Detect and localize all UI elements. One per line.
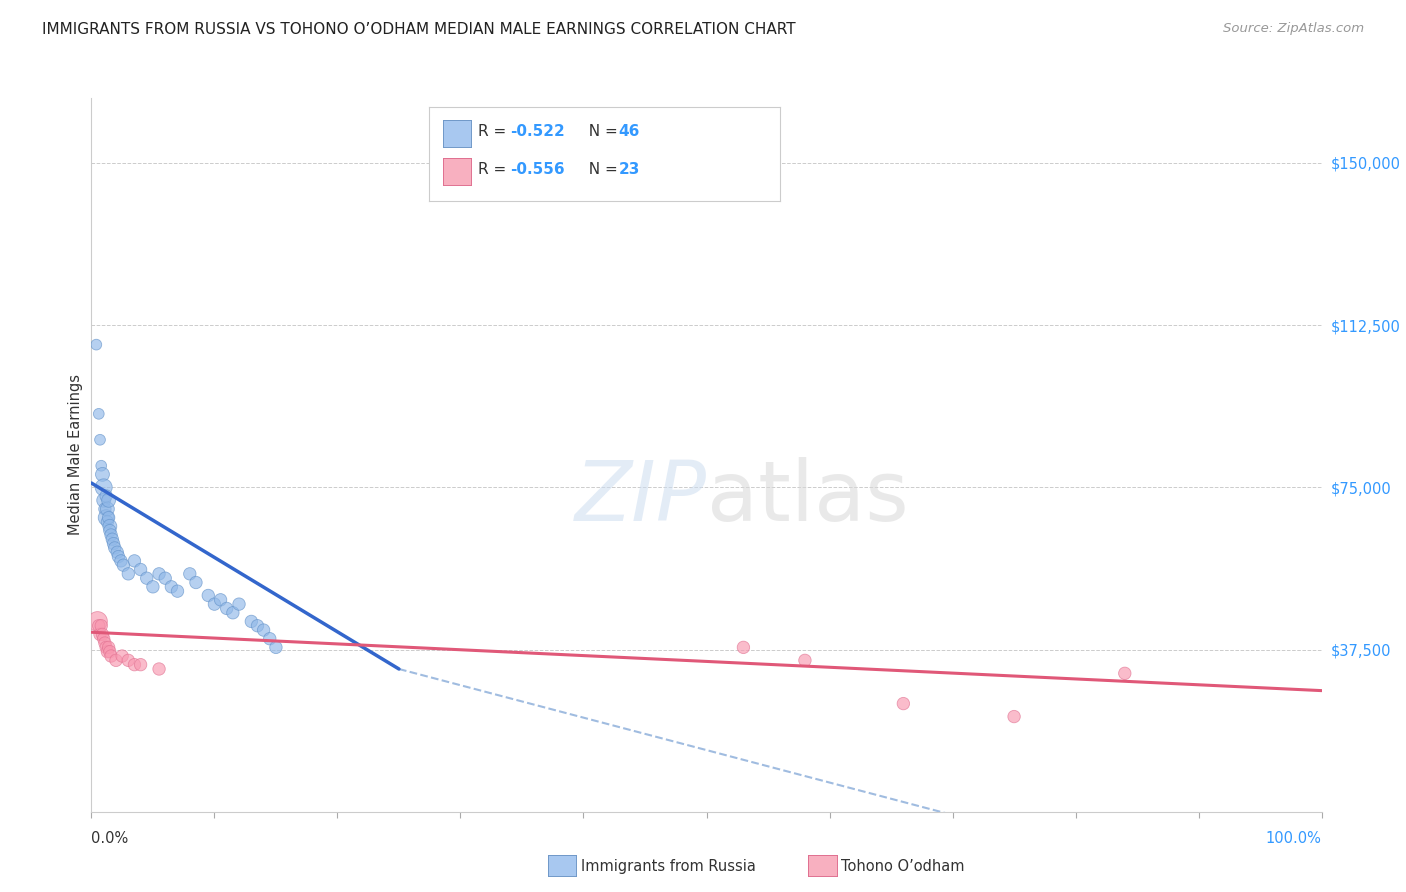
Point	[240, 615, 263, 629]
Text: R =: R =	[478, 162, 512, 177]
Point	[142, 580, 165, 594]
Point	[101, 533, 124, 547]
Point	[90, 619, 112, 633]
Point	[253, 623, 276, 637]
Point	[86, 337, 108, 351]
Text: 46: 46	[619, 124, 640, 138]
Point	[107, 549, 129, 564]
Point	[104, 541, 127, 555]
Point	[96, 640, 117, 655]
Y-axis label: Median Male Earnings: Median Male Earnings	[67, 375, 83, 535]
Point	[202, 597, 225, 611]
Point	[98, 524, 121, 538]
Point	[103, 536, 125, 550]
Point	[117, 566, 139, 581]
Text: 0.0%: 0.0%	[91, 831, 128, 846]
Point	[100, 528, 122, 542]
Point	[93, 493, 115, 508]
Point	[124, 657, 146, 672]
Point	[148, 566, 170, 581]
Text: N =: N =	[579, 162, 623, 177]
Point	[891, 697, 914, 711]
Text: ZIP: ZIP	[575, 458, 706, 538]
Point	[87, 619, 110, 633]
Point	[228, 597, 250, 611]
Point	[96, 489, 117, 503]
Point	[105, 545, 128, 559]
Point	[89, 433, 111, 447]
Point	[97, 640, 120, 655]
Point	[153, 571, 177, 585]
Point	[124, 554, 146, 568]
Point	[110, 554, 132, 568]
Text: IMMIGRANTS FROM RUSSIA VS TOHONO O’ODHAM MEDIAN MALE EARNINGS CORRELATION CHART: IMMIGRANTS FROM RUSSIA VS TOHONO O’ODHAM…	[42, 22, 796, 37]
Point	[1114, 666, 1136, 681]
Point	[91, 627, 114, 641]
Point	[89, 627, 111, 641]
Point	[94, 502, 117, 516]
Point	[97, 493, 120, 508]
Point	[96, 502, 118, 516]
Point	[160, 580, 183, 594]
Point	[259, 632, 281, 646]
Point	[179, 566, 201, 581]
Point	[100, 648, 122, 663]
Point	[793, 653, 815, 667]
Point	[90, 458, 112, 473]
Point	[117, 653, 139, 667]
Point	[184, 575, 207, 590]
Point	[93, 480, 115, 494]
Text: R =: R =	[478, 124, 512, 138]
Point	[87, 407, 110, 421]
Point	[98, 645, 121, 659]
Point	[215, 601, 238, 615]
Point	[129, 657, 152, 672]
Point	[246, 619, 269, 633]
Point	[135, 571, 157, 585]
Point	[733, 640, 755, 655]
Point	[96, 510, 117, 524]
Text: 23: 23	[619, 162, 640, 177]
Text: -0.556: -0.556	[510, 162, 565, 177]
Point	[148, 662, 170, 676]
Text: atlas: atlas	[706, 458, 908, 538]
Point	[86, 615, 108, 629]
Point	[97, 510, 120, 524]
Point	[93, 632, 115, 646]
Point	[1002, 709, 1025, 723]
Point	[105, 653, 127, 667]
Point	[222, 606, 245, 620]
Point	[94, 636, 117, 650]
Point	[112, 558, 135, 573]
Point	[96, 645, 118, 659]
Text: -0.522: -0.522	[510, 124, 565, 138]
Point	[98, 519, 121, 533]
Point	[111, 648, 134, 663]
Text: Immigrants from Russia: Immigrants from Russia	[581, 859, 755, 873]
Point	[166, 584, 188, 599]
Point	[96, 515, 118, 529]
Text: Source: ZipAtlas.com: Source: ZipAtlas.com	[1223, 22, 1364, 36]
Point	[91, 467, 114, 482]
Point	[264, 640, 287, 655]
Text: 100.0%: 100.0%	[1265, 831, 1322, 846]
Point	[129, 562, 152, 576]
Text: N =: N =	[579, 124, 623, 138]
Point	[209, 592, 232, 607]
Text: Tohono O’odham: Tohono O’odham	[841, 859, 965, 873]
Point	[197, 589, 219, 603]
